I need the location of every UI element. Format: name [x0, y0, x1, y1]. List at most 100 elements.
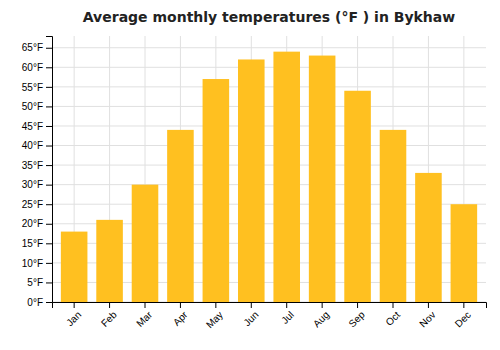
tick-mark: [357, 302, 358, 308]
tick: May: [204, 302, 225, 330]
tick-label: Jan: [64, 309, 83, 328]
grid-line-y: [52, 47, 486, 48]
tick: 15°F: [22, 238, 52, 249]
title: Average monthly temperatures (°F ) in By…: [83, 9, 456, 25]
tick-label: 50°F: [22, 101, 43, 112]
tick: 30°F: [22, 179, 52, 190]
tick-label: 65°F: [22, 42, 43, 53]
bar: [61, 232, 88, 302]
tick-label: 35°F: [22, 160, 43, 171]
tick-mark: [74, 302, 75, 308]
tick: 0°F: [27, 297, 52, 308]
tick: Dec: [453, 302, 473, 329]
grid-line-y: [52, 125, 486, 126]
grid-line-y: [52, 165, 486, 166]
tick-label: 25°F: [22, 199, 43, 210]
tick: Feb: [99, 302, 119, 329]
tick: 60°F: [22, 62, 52, 73]
tick: 5°F: [27, 277, 52, 288]
tick-mark: [322, 302, 323, 308]
tick-label: Oct: [383, 309, 402, 328]
tick: 55°F: [22, 82, 52, 93]
tick-label: May: [204, 309, 225, 330]
tick: Nov: [417, 302, 437, 329]
tick-mark: [46, 204, 52, 205]
tick-label: Nov: [417, 309, 437, 329]
y-axis: 0°F 5°F 10°F 15°F 20°F 25°F 30°F 35°F 40°F 45°F 50…: [22, 37, 53, 308]
axis-line: [53, 303, 487, 309]
bar: [132, 185, 159, 302]
tick: 40°F: [22, 140, 52, 151]
tick-label: Mar: [134, 309, 154, 329]
bar: [380, 130, 407, 302]
tick-mark: [46, 302, 52, 303]
plot: 0°F 5°F 10°F 15°F 20°F 25°F 30°F 35°F 40°F 45°F 50…: [22, 36, 487, 330]
tick-label: 45°F: [22, 121, 43, 132]
tick-mark: [428, 302, 429, 308]
tick-mark: [46, 282, 52, 283]
tick-label: 55°F: [22, 82, 43, 93]
bar: [309, 56, 336, 302]
tick-mark: [46, 126, 52, 127]
tick-mark: [46, 185, 52, 186]
tick-label: 15°F: [22, 238, 43, 249]
tick-label: 60°F: [22, 62, 43, 73]
tick: Apr: [171, 302, 190, 328]
bar: [96, 220, 123, 302]
grid-line-y: [52, 106, 486, 107]
tick: 10°F: [22, 258, 52, 269]
bar: [273, 52, 300, 302]
tick: 25°F: [22, 199, 52, 210]
bar: [203, 79, 230, 302]
tick-label: 20°F: [22, 218, 43, 229]
tick-label: Aug: [311, 309, 331, 329]
grid-line-y: [52, 145, 486, 146]
tick-label: 5°F: [27, 277, 43, 288]
tick-mark: [145, 302, 146, 308]
x-axis: Jan Feb Mar Apr May Jun Jul Aug Sep Oct Nov Dec: [53, 302, 487, 330]
tick-mark: [251, 302, 252, 308]
chart: 0°F 5°F 10°F 15°F 20°F 25°F 30°F 35°F 40°F 45°F 50…: [0, 0, 500, 350]
tick-mark: [46, 165, 52, 166]
tick-mark: [215, 302, 216, 308]
tick-mark: [46, 67, 52, 68]
tick: Sep: [346, 302, 367, 329]
bar: [238, 59, 265, 302]
tick: Aug: [311, 302, 331, 329]
tick: Jan: [64, 302, 83, 328]
tick: 45°F: [22, 121, 52, 132]
tick: Jul: [279, 302, 296, 326]
tick: 35°F: [22, 160, 52, 171]
grid-line-y: [52, 67, 486, 68]
tick-label: Dec: [453, 309, 473, 329]
grid-line-y: [52, 86, 486, 87]
tick-mark: [109, 302, 110, 308]
tick-mark: [46, 224, 52, 225]
tick-mark: [46, 48, 52, 49]
axis-line: [46, 37, 53, 303]
tick: 20°F: [22, 218, 52, 229]
tick-mark: [463, 302, 464, 308]
tick-label: Feb: [99, 309, 119, 329]
tick-label: 30°F: [22, 179, 43, 190]
tick-label: 10°F: [22, 258, 43, 269]
tick-mark: [46, 263, 52, 264]
tick-mark: [180, 302, 181, 308]
tick-mark: [46, 243, 52, 244]
bar: [451, 204, 478, 302]
tick-label: 0°F: [27, 297, 43, 308]
bar: [415, 173, 442, 302]
tick: 50°F: [22, 101, 52, 112]
tick-mark: [286, 302, 287, 308]
tick-label: Apr: [171, 309, 190, 328]
grid: [52, 36, 486, 302]
tick-mark: [46, 146, 52, 147]
tick-label: Sep: [346, 309, 367, 330]
tick: 65°F: [22, 42, 52, 53]
tick: Oct: [383, 302, 402, 328]
bar: [344, 91, 371, 302]
tick-mark: [46, 106, 52, 107]
tick-label: Jun: [241, 309, 260, 328]
tick: Jun: [241, 302, 260, 328]
tick-label: 40°F: [22, 140, 43, 151]
